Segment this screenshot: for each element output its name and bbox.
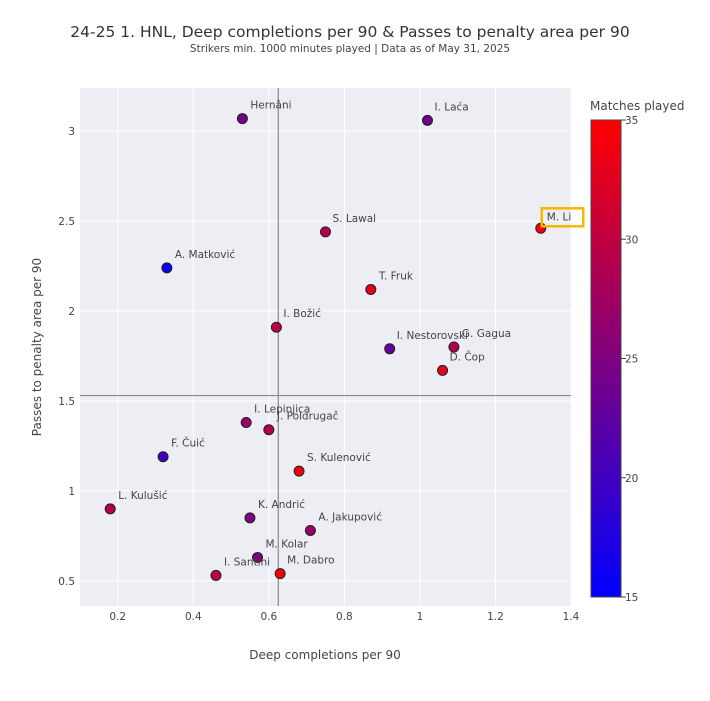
point-label: A. Matković <box>175 249 236 261</box>
chart-subtitle: Strikers min. 1000 minutes played | Data… <box>190 43 510 55</box>
x-tick-label: 0.4 <box>185 611 202 623</box>
point-label: M. Dabro <box>287 555 334 567</box>
data-point <box>421 114 433 126</box>
point-label: M. Kolar <box>266 538 309 550</box>
point-label: J. Poldrugač <box>276 411 339 423</box>
point-label: D. Čop <box>450 350 486 363</box>
colorbar-tick-label: 25 <box>625 354 638 366</box>
data-point <box>448 341 460 353</box>
point-label: A. Jakupović <box>318 511 382 523</box>
y-axis-ticks: 0.5 1 1.5 2 2.5 3 <box>58 126 75 588</box>
reference-lines <box>80 88 571 606</box>
grid-lines <box>80 88 572 606</box>
highlight-box <box>540 207 585 228</box>
data-point <box>240 417 252 429</box>
data-point <box>293 465 305 477</box>
point-label: I. Božić <box>283 308 321 320</box>
data-point <box>263 424 275 436</box>
y-tick-label: 1.5 <box>58 396 75 408</box>
chart-title: 24-25 1. HNL, Deep completions per 90 & … <box>70 23 629 41</box>
y-tick-label: 2 <box>68 306 75 318</box>
point-label: S. Kulenović <box>307 452 371 464</box>
colorbar-tick-label: 30 <box>625 234 638 246</box>
colorbar-ticks: 15 20 25 30 35 <box>621 115 638 604</box>
colorbar-tick-label: 15 <box>625 592 638 604</box>
data-point <box>104 503 116 515</box>
x-axis-ticks: 0.2 0.4 0.6 0.8 1 1.2 1.4 <box>109 611 579 623</box>
x-tick-label: 1.2 <box>487 611 504 623</box>
colorbar-tick-label: 20 <box>625 473 638 485</box>
data-point <box>236 113 248 125</box>
y-tick-label: 1 <box>68 486 75 498</box>
y-tick-label: 3 <box>68 126 75 138</box>
plot-area <box>80 88 571 606</box>
point-labels: Hernâni I. Laća M. Li S. Lawal A. Matković T.… <box>118 100 585 568</box>
point-label: F. Čuić <box>171 437 205 450</box>
y-axis-title: Passes to penalty area per 90 <box>30 258 44 436</box>
data-point <box>210 569 222 581</box>
point-label: I. Laća <box>434 101 468 113</box>
point-label: Hernâni <box>250 100 291 112</box>
x-axis-title: Deep completions per 90 <box>249 648 400 662</box>
data-point <box>304 524 316 536</box>
colorbar-title: Matches played <box>590 99 684 113</box>
point-label: I. Santini <box>224 556 270 568</box>
data-point <box>161 262 173 274</box>
x-tick-label: 1.4 <box>563 611 580 623</box>
point-label: G. Gagua <box>462 328 511 340</box>
data-point <box>437 364 449 376</box>
point-label: L. Kulušić <box>118 490 168 502</box>
data-point <box>252 551 264 563</box>
point-label: I. Nestorovski <box>397 330 468 342</box>
y-tick-label: 0.5 <box>58 576 75 588</box>
colorbar <box>590 119 622 598</box>
x-tick-label: 0.8 <box>336 611 353 623</box>
data-point <box>274 568 286 580</box>
x-tick-label: 0.2 <box>109 611 126 623</box>
point-label: K. Andrić <box>258 499 305 511</box>
point-label: M. Li <box>547 211 572 223</box>
x-tick-label: 1 <box>417 611 424 623</box>
data-point <box>270 321 282 333</box>
data-point <box>320 226 331 238</box>
point-label: T. Fruk <box>378 270 414 282</box>
point-label: I. Lepinjica <box>254 404 310 416</box>
point-label: S. Lawal <box>333 213 377 225</box>
x-tick-label: 0.6 <box>260 611 277 623</box>
data-point <box>365 283 377 295</box>
colorbar-tick-label: 35 <box>625 115 638 127</box>
data-point <box>157 451 169 463</box>
data-point <box>244 512 256 524</box>
y-tick-label: 2.5 <box>58 216 75 228</box>
data-point <box>384 343 396 355</box>
